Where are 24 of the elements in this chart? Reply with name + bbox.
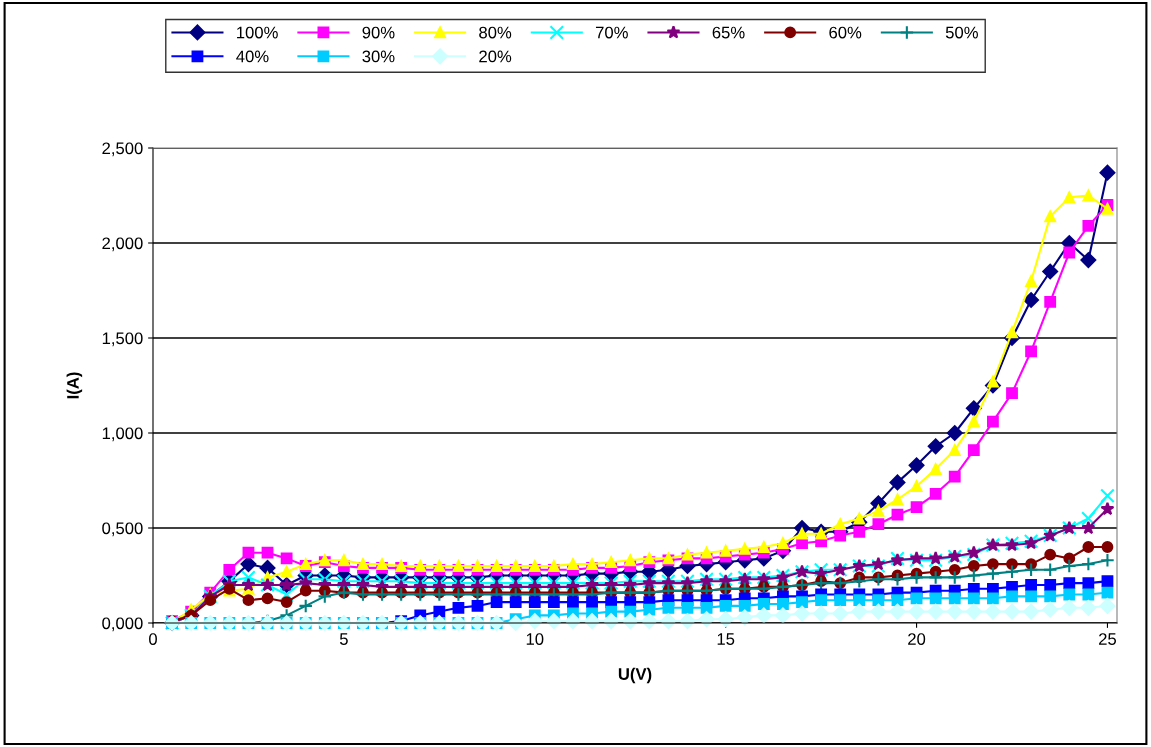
legend-label: 90%	[362, 26, 395, 39]
x-tick-label: 15	[717, 633, 735, 645]
legend-label: 70%	[595, 26, 628, 39]
x-tick-label: 25	[1099, 633, 1117, 645]
x-tick-label: 10	[526, 633, 544, 645]
legend-label: 80%	[479, 26, 512, 39]
y-tick-label: 2,500	[102, 142, 143, 157]
legend-label: 20%	[479, 50, 512, 63]
y-tick-label: 0,500	[102, 522, 143, 537]
y-axis-title: I(A)	[66, 372, 83, 399]
x-axis-title: U(V)	[618, 667, 652, 684]
legend-label: 40%	[236, 50, 269, 63]
y-tick-label: 1,500	[102, 332, 143, 347]
legend-label: 50%	[945, 26, 978, 39]
legend-label: 100%	[237, 26, 278, 39]
y-tick-label: 2,000	[102, 237, 143, 252]
legend-label: 65%	[712, 26, 745, 39]
y-tick-label: 0,000	[102, 617, 143, 632]
legend-label: 30%	[362, 50, 395, 63]
y-tick-label: 1,000	[102, 427, 143, 442]
x-tick-label: 20	[908, 633, 926, 645]
x-tick-label: 0	[149, 633, 157, 645]
x-tick-label: 5	[339, 633, 348, 645]
legend-label: 60%	[829, 26, 862, 39]
